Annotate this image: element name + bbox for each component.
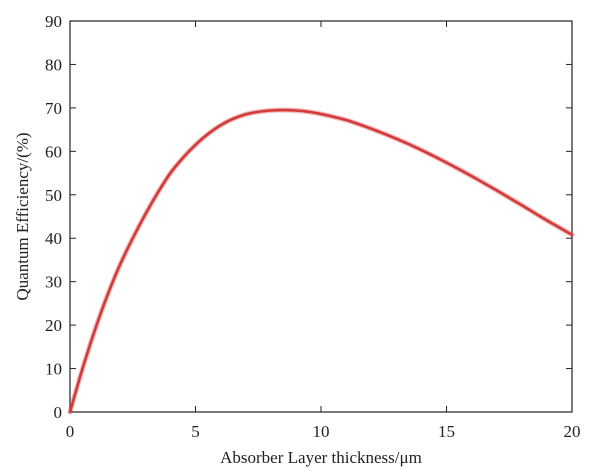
- x-tick-label: 10: [313, 422, 330, 441]
- y-tick-label: 50: [45, 186, 62, 205]
- y-tick-label: 60: [45, 142, 62, 161]
- y-tick-label: 80: [45, 55, 62, 74]
- x-axis-title: Absorber Layer thickness/μm: [220, 448, 422, 467]
- y-axis-ticks: 0 10 20 30 40 50 60 70 80 90: [45, 12, 572, 422]
- y-tick-label: 30: [45, 273, 62, 292]
- x-tick-label: 5: [191, 422, 200, 441]
- y-axis-title: Quantum Efficiency/(%): [13, 132, 32, 300]
- series-line: [68, 108, 574, 414]
- y-tick-label: 0: [54, 403, 63, 422]
- x-tick-label: 15: [438, 422, 455, 441]
- y-tick-label: 20: [45, 316, 62, 335]
- series-line-halo: [67, 107, 575, 415]
- x-tick-label: 0: [66, 422, 75, 441]
- x-tick-label: 20: [564, 422, 581, 441]
- y-tick-label: 10: [45, 360, 62, 379]
- series-layer: [67, 107, 575, 415]
- x-axis-ticks: 0 5 10 15 20: [66, 21, 581, 441]
- y-tick-label: 90: [45, 12, 62, 31]
- y-tick-label: 70: [45, 99, 62, 118]
- y-tick-label: 40: [45, 229, 62, 248]
